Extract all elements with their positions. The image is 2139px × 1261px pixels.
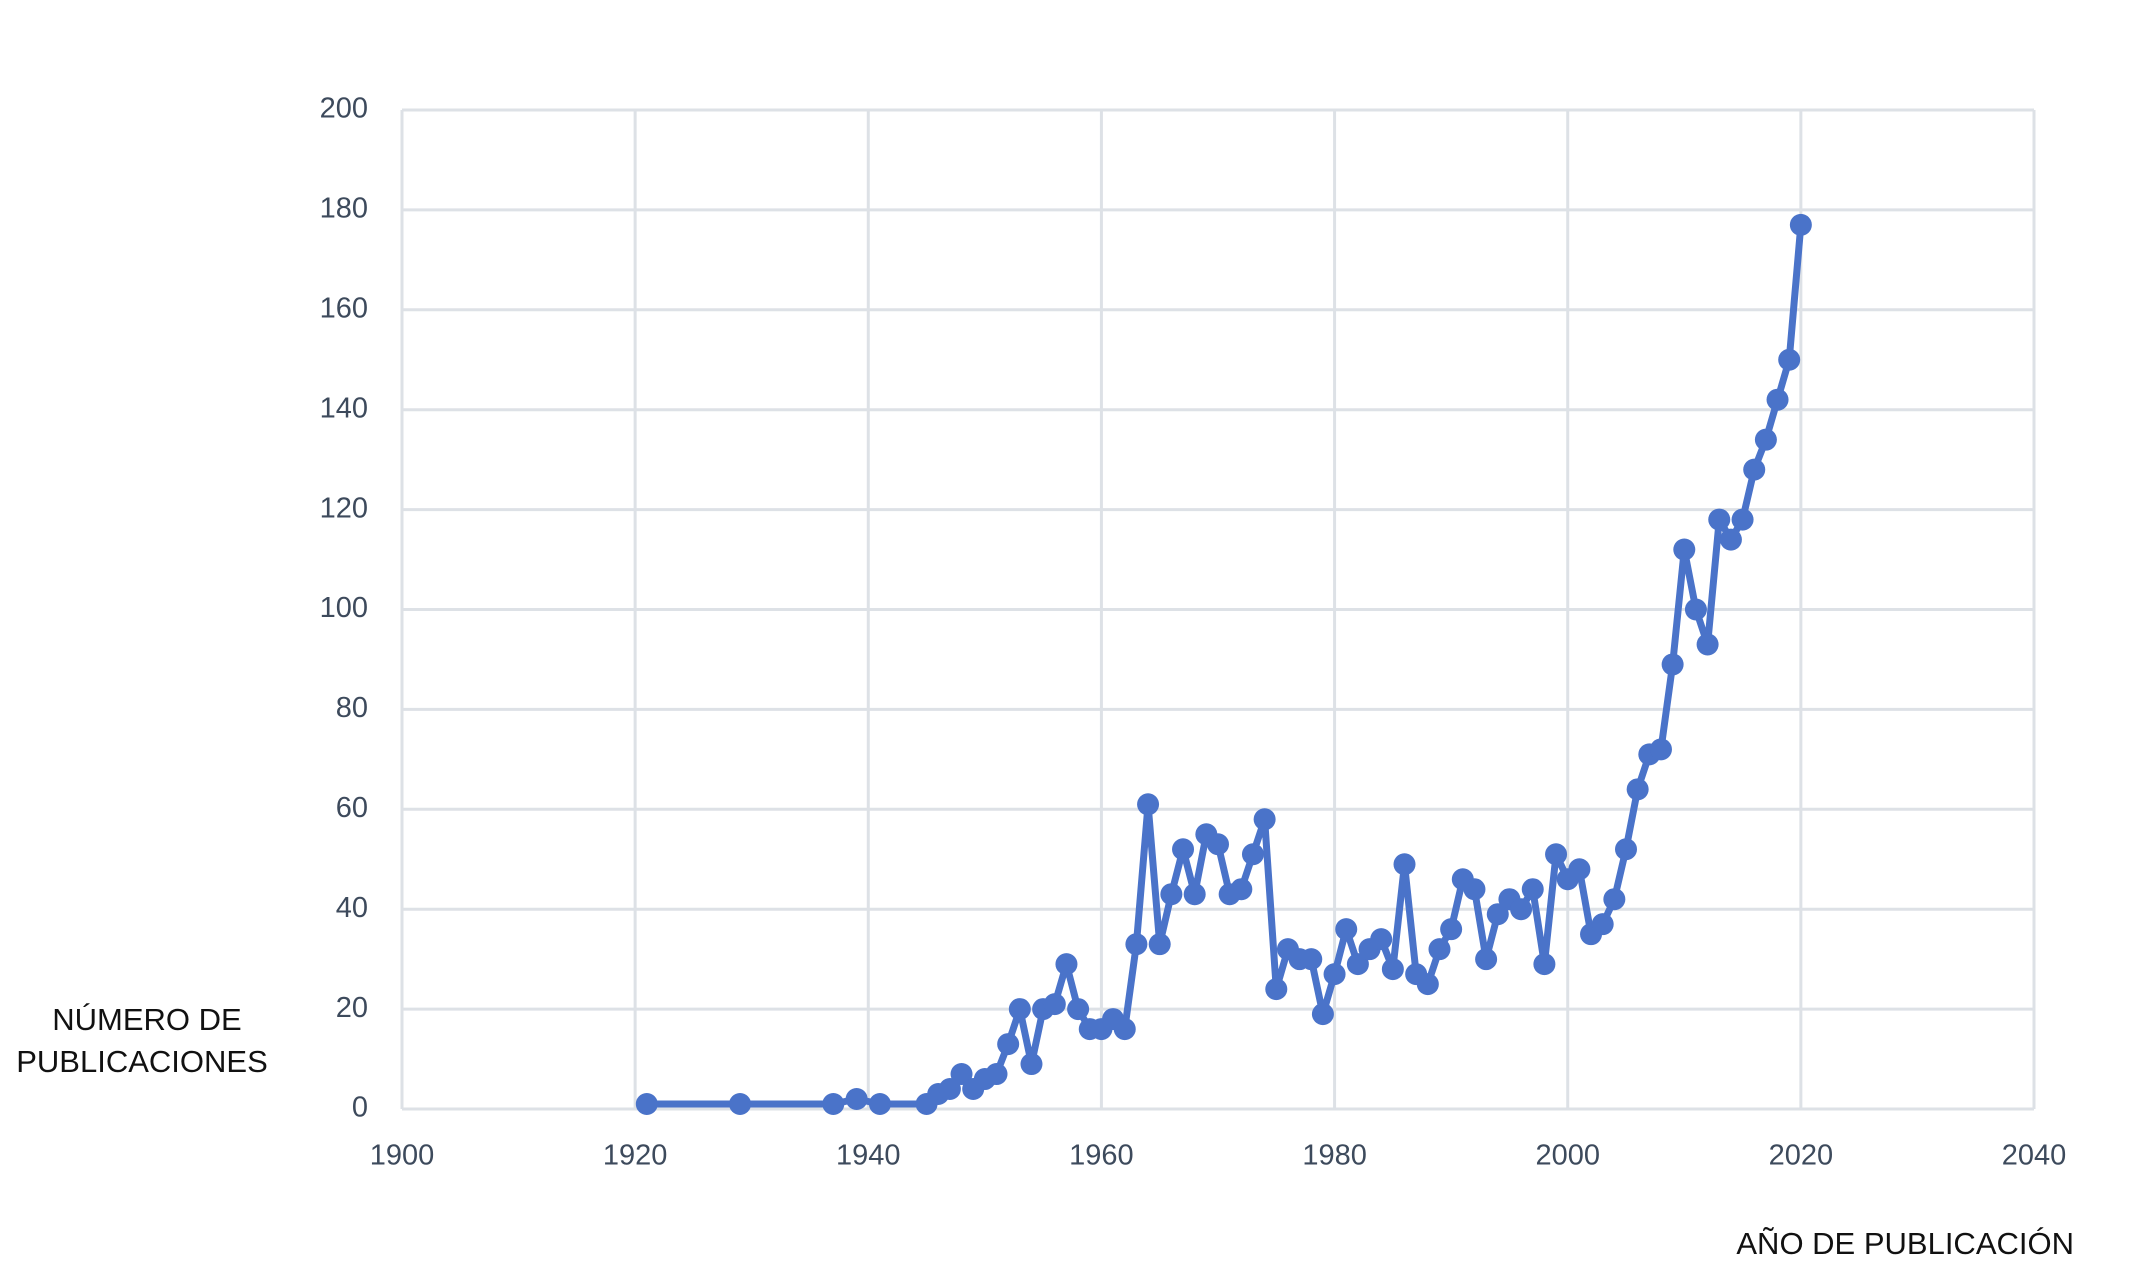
y-tick-label: 100 [320, 592, 368, 624]
data-point [635, 1093, 658, 1116]
data-point [1696, 633, 1719, 656]
data-point [1043, 993, 1066, 1016]
data-point [1265, 978, 1288, 1001]
data-point [1207, 833, 1229, 856]
y-tick-label: 120 [320, 492, 368, 524]
data-point [1754, 428, 1777, 451]
data-point [1335, 918, 1358, 941]
data-point [1731, 508, 1754, 531]
data-point [1393, 853, 1416, 876]
y-tick-label: 0 [352, 1092, 368, 1124]
data-point [1253, 808, 1276, 831]
data-point [1241, 843, 1264, 866]
data-point [1475, 948, 1498, 971]
data-point [1510, 898, 1533, 921]
data-line [646, 224, 1805, 1108]
data-point [1568, 858, 1591, 881]
data-point [1183, 883, 1206, 906]
x-tick-label: 2000 [1535, 1140, 1600, 1172]
x-tick-label: 2040 [2002, 1140, 2067, 1172]
data-point [1055, 953, 1078, 976]
data-point [997, 1033, 1020, 1056]
data-point [1615, 838, 1637, 861]
x-tick-label: 2020 [1769, 1140, 1834, 1172]
y-tick-label: 140 [320, 392, 368, 424]
data-point [1545, 843, 1568, 866]
data-point [1684, 598, 1707, 621]
x-tick-label: 1960 [1069, 1140, 1134, 1172]
data-point [1486, 903, 1509, 926]
data-point [1661, 653, 1684, 676]
y-tick-label: 60 [336, 792, 368, 824]
x-tick-label: 1980 [1302, 1140, 1367, 1172]
data-point [1789, 213, 1812, 236]
data-point [1160, 883, 1183, 906]
x-tick-label: 1920 [603, 1140, 668, 1172]
data-point [1440, 918, 1463, 941]
data-point [1137, 793, 1160, 816]
x-tick-label: 1940 [836, 1140, 901, 1172]
data-point [1778, 348, 1801, 371]
data-point [1649, 738, 1672, 761]
y-tick-label: 200 [320, 93, 368, 125]
data-point [1346, 953, 1369, 976]
data-point [1008, 998, 1031, 1021]
data-point [1172, 838, 1195, 861]
data-point [1323, 963, 1346, 986]
data-point [1311, 1003, 1334, 1026]
data-point [1416, 973, 1439, 996]
x-tick-label: 1900 [370, 1140, 435, 1172]
data-point [1463, 878, 1486, 901]
data-point [1113, 1018, 1136, 1041]
y-tick-label: 180 [320, 193, 368, 225]
data-point [729, 1093, 752, 1116]
data-point [1020, 1053, 1043, 1076]
data-point [1381, 958, 1404, 981]
data-point [1708, 508, 1731, 531]
data-point [1591, 913, 1614, 936]
data-point [1370, 928, 1393, 951]
data-point [950, 1063, 973, 1086]
y-tick-label: 40 [336, 892, 368, 924]
data-point [1148, 933, 1171, 956]
data-point [1230, 878, 1253, 901]
data-point [1533, 953, 1556, 976]
data-point [845, 1088, 868, 1111]
data-point [1626, 778, 1649, 801]
y-tick-label: 160 [320, 292, 368, 324]
data-point [938, 1078, 961, 1101]
y-tick-label: 20 [336, 992, 368, 1024]
data-point [1603, 888, 1626, 911]
data-point [1300, 948, 1323, 971]
data-point [1766, 388, 1789, 411]
data-point [1743, 458, 1766, 481]
data-point [1125, 933, 1148, 956]
data-point [985, 1063, 1008, 1086]
y-axis-title: PUBLICACIONES [16, 1044, 268, 1079]
y-tick-label: 80 [336, 692, 368, 724]
data-point [1719, 528, 1742, 551]
y-axis-title: NÚMERO DE [52, 1002, 241, 1037]
data-point [1428, 938, 1451, 961]
data-point [1673, 538, 1696, 561]
x-axis-title: AÑO DE PUBLICACIÓN [1736, 1226, 2074, 1261]
data-point [822, 1093, 845, 1116]
data-point [868, 1093, 891, 1116]
data-point [1067, 998, 1090, 1021]
data-point [1521, 878, 1544, 901]
